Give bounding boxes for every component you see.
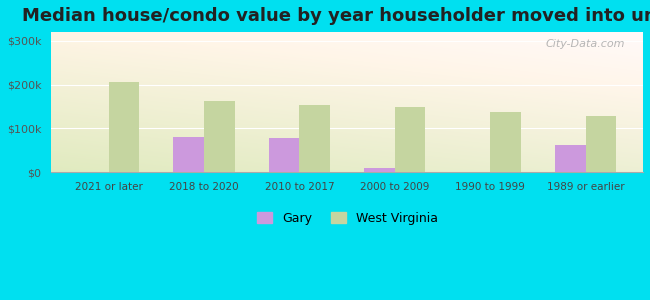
Bar (174, 137, 204, 172)
Bar (555, 145, 586, 172)
Bar (586, 116, 616, 172)
Bar (269, 138, 300, 172)
Legend: Gary, West Virginia: Gary, West Virginia (257, 212, 437, 225)
Text: City-Data.com: City-Data.com (546, 39, 625, 49)
Title: Median house/condo value by year householder moved into unit: Median house/condo value by year househo… (23, 7, 650, 25)
Bar (204, 101, 235, 172)
Bar (365, 168, 395, 172)
Bar (490, 112, 521, 172)
Bar (109, 82, 139, 172)
Bar (395, 107, 426, 172)
Bar (300, 105, 330, 172)
